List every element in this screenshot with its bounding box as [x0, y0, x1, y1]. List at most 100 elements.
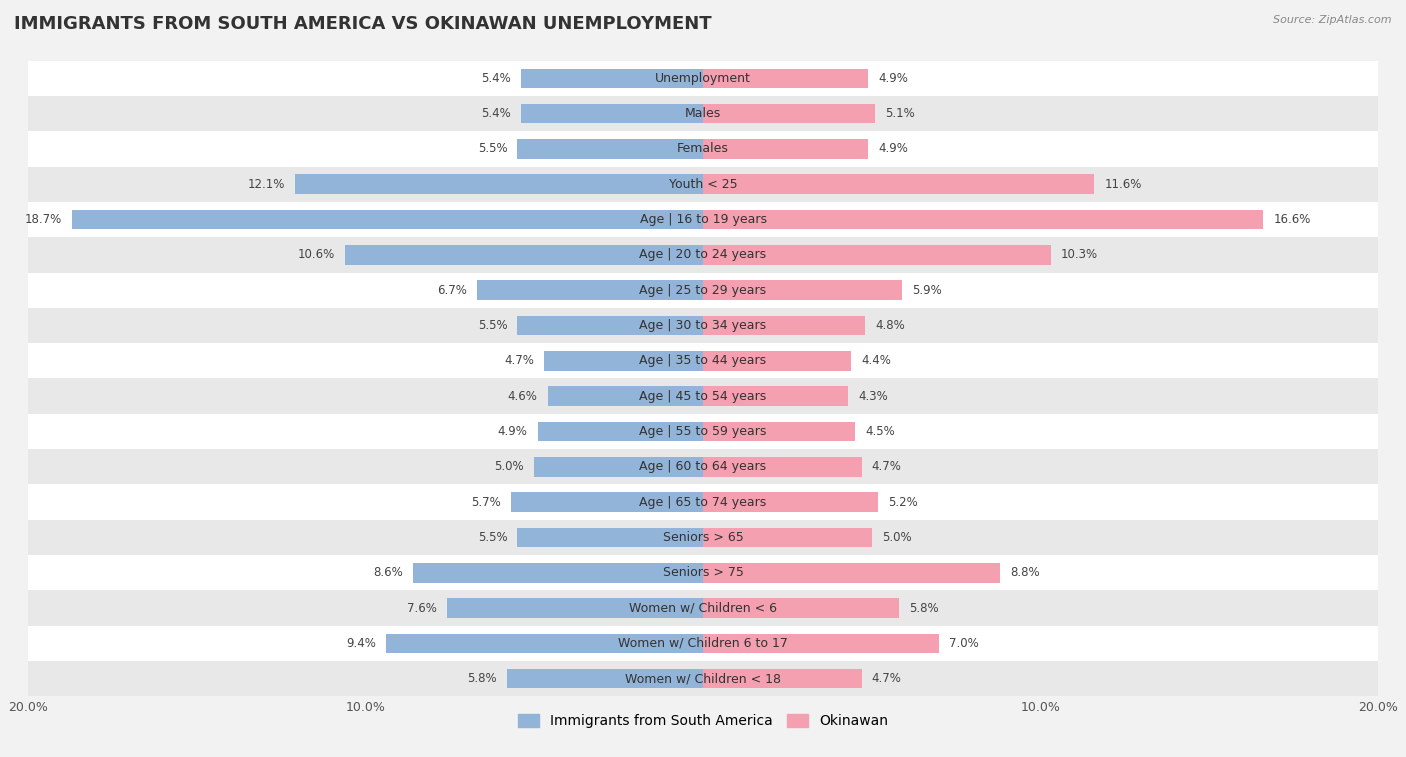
- Bar: [703, 316, 865, 335]
- Text: 4.7%: 4.7%: [505, 354, 534, 367]
- Bar: [28, 626, 1378, 661]
- Bar: [28, 61, 1378, 96]
- Text: 5.0%: 5.0%: [882, 531, 911, 544]
- Text: 4.9%: 4.9%: [879, 72, 908, 85]
- Text: Age | 65 to 74 years: Age | 65 to 74 years: [640, 496, 766, 509]
- Bar: [28, 555, 1378, 590]
- Text: 4.8%: 4.8%: [875, 319, 905, 332]
- Bar: [385, 634, 703, 653]
- Text: 16.6%: 16.6%: [1274, 213, 1310, 226]
- Bar: [520, 104, 703, 123]
- Text: 4.7%: 4.7%: [872, 672, 901, 685]
- Text: Age | 35 to 44 years: Age | 35 to 44 years: [640, 354, 766, 367]
- Bar: [28, 590, 1378, 626]
- Bar: [703, 457, 862, 477]
- Bar: [28, 414, 1378, 449]
- Text: 5.5%: 5.5%: [478, 142, 508, 155]
- Text: Unemployment: Unemployment: [655, 72, 751, 85]
- Text: 9.4%: 9.4%: [346, 637, 375, 650]
- Text: 4.4%: 4.4%: [862, 354, 891, 367]
- Text: 11.6%: 11.6%: [1105, 178, 1142, 191]
- Bar: [508, 669, 703, 689]
- Text: 7.0%: 7.0%: [949, 637, 979, 650]
- Text: 4.7%: 4.7%: [872, 460, 901, 473]
- Text: 7.6%: 7.6%: [406, 602, 436, 615]
- Bar: [28, 343, 1378, 378]
- Text: 5.2%: 5.2%: [889, 496, 918, 509]
- Text: 4.6%: 4.6%: [508, 390, 537, 403]
- Bar: [510, 492, 703, 512]
- Text: 5.5%: 5.5%: [478, 531, 508, 544]
- Bar: [703, 280, 903, 300]
- Text: 5.4%: 5.4%: [481, 107, 510, 120]
- Bar: [703, 669, 862, 689]
- Text: 12.1%: 12.1%: [247, 178, 284, 191]
- Bar: [703, 422, 855, 441]
- Text: 5.1%: 5.1%: [886, 107, 915, 120]
- Text: Age | 55 to 59 years: Age | 55 to 59 years: [640, 425, 766, 438]
- Text: Males: Males: [685, 107, 721, 120]
- Bar: [703, 68, 869, 88]
- Bar: [28, 308, 1378, 343]
- Bar: [517, 528, 703, 547]
- Bar: [548, 386, 703, 406]
- Bar: [28, 237, 1378, 273]
- Bar: [295, 174, 703, 194]
- Text: 6.7%: 6.7%: [437, 284, 467, 297]
- Text: 5.0%: 5.0%: [495, 460, 524, 473]
- Bar: [544, 351, 703, 370]
- Text: Seniors > 75: Seniors > 75: [662, 566, 744, 579]
- Text: Age | 60 to 64 years: Age | 60 to 64 years: [640, 460, 766, 473]
- Bar: [28, 96, 1378, 131]
- Text: Age | 30 to 34 years: Age | 30 to 34 years: [640, 319, 766, 332]
- Bar: [703, 386, 848, 406]
- Bar: [477, 280, 703, 300]
- Bar: [703, 351, 852, 370]
- Text: 8.8%: 8.8%: [1010, 566, 1039, 579]
- Text: Age | 25 to 29 years: Age | 25 to 29 years: [640, 284, 766, 297]
- Bar: [703, 598, 898, 618]
- Text: Seniors > 65: Seniors > 65: [662, 531, 744, 544]
- Bar: [28, 484, 1378, 520]
- Bar: [447, 598, 703, 618]
- Legend: Immigrants from South America, Okinawan: Immigrants from South America, Okinawan: [513, 709, 893, 734]
- Bar: [703, 492, 879, 512]
- Text: 10.3%: 10.3%: [1060, 248, 1098, 261]
- Bar: [28, 449, 1378, 484]
- Text: 4.5%: 4.5%: [865, 425, 894, 438]
- Text: 4.3%: 4.3%: [858, 390, 889, 403]
- Bar: [703, 139, 869, 158]
- Bar: [28, 661, 1378, 696]
- Bar: [28, 202, 1378, 237]
- Text: 5.8%: 5.8%: [908, 602, 938, 615]
- Bar: [703, 634, 939, 653]
- Text: 5.7%: 5.7%: [471, 496, 501, 509]
- Text: IMMIGRANTS FROM SOUTH AMERICA VS OKINAWAN UNEMPLOYMENT: IMMIGRANTS FROM SOUTH AMERICA VS OKINAWA…: [14, 15, 711, 33]
- Text: 18.7%: 18.7%: [25, 213, 62, 226]
- Text: 8.6%: 8.6%: [373, 566, 402, 579]
- Text: Source: ZipAtlas.com: Source: ZipAtlas.com: [1274, 15, 1392, 25]
- Text: Women w/ Children < 18: Women w/ Children < 18: [626, 672, 780, 685]
- Text: 5.5%: 5.5%: [478, 319, 508, 332]
- Bar: [72, 210, 703, 229]
- Bar: [413, 563, 703, 582]
- Text: Women w/ Children 6 to 17: Women w/ Children 6 to 17: [619, 637, 787, 650]
- Bar: [537, 422, 703, 441]
- Text: Women w/ Children < 6: Women w/ Children < 6: [628, 602, 778, 615]
- Bar: [520, 68, 703, 88]
- Bar: [28, 167, 1378, 202]
- Bar: [703, 563, 1000, 582]
- Bar: [28, 273, 1378, 308]
- Bar: [703, 174, 1094, 194]
- Bar: [703, 528, 872, 547]
- Bar: [28, 131, 1378, 167]
- Text: 5.4%: 5.4%: [481, 72, 510, 85]
- Text: Age | 45 to 54 years: Age | 45 to 54 years: [640, 390, 766, 403]
- Text: Youth < 25: Youth < 25: [669, 178, 737, 191]
- Bar: [703, 245, 1050, 264]
- Bar: [703, 104, 875, 123]
- Text: 10.6%: 10.6%: [298, 248, 335, 261]
- Bar: [517, 139, 703, 158]
- Bar: [517, 316, 703, 335]
- Bar: [534, 457, 703, 477]
